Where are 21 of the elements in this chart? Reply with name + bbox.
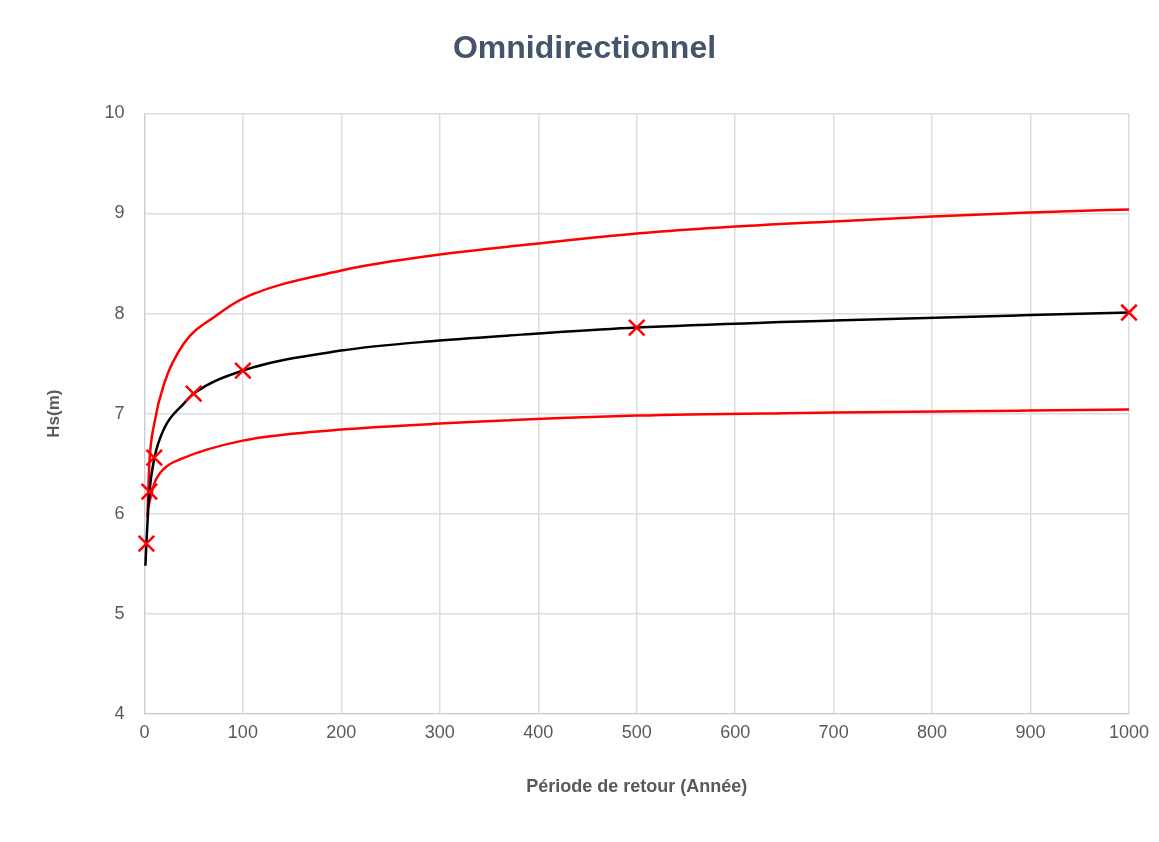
y-tick-label: 4: [114, 702, 125, 723]
x-tick-label: 900: [1015, 721, 1046, 742]
chart-title: Omnidirectionnel: [452, 29, 717, 66]
x-axis-title: Période de retour (Année): [526, 776, 748, 797]
y-axis-title: Hs(m): [43, 389, 63, 438]
y-tick-label: 10: [104, 102, 125, 123]
x-tick-label: 200: [326, 721, 357, 742]
y-tick-label: 5: [114, 602, 125, 623]
x-tick-label: 600: [720, 721, 751, 742]
x-tick-label: 800: [917, 721, 948, 742]
x-tick-label: 100: [227, 721, 258, 742]
y-tick-label: 8: [114, 302, 125, 323]
x-tick-label: 300: [424, 721, 455, 742]
y-tick-label: 7: [114, 402, 125, 423]
y-tick-label: 9: [114, 202, 125, 223]
y-tick-label: 6: [114, 502, 125, 523]
x-tick-label: 1000: [1108, 721, 1150, 742]
x-tick-label: 400: [523, 721, 554, 742]
x-tick-label: 700: [818, 721, 849, 742]
x-tick-label: 500: [621, 721, 652, 742]
x-tick-label: 0: [139, 721, 150, 742]
